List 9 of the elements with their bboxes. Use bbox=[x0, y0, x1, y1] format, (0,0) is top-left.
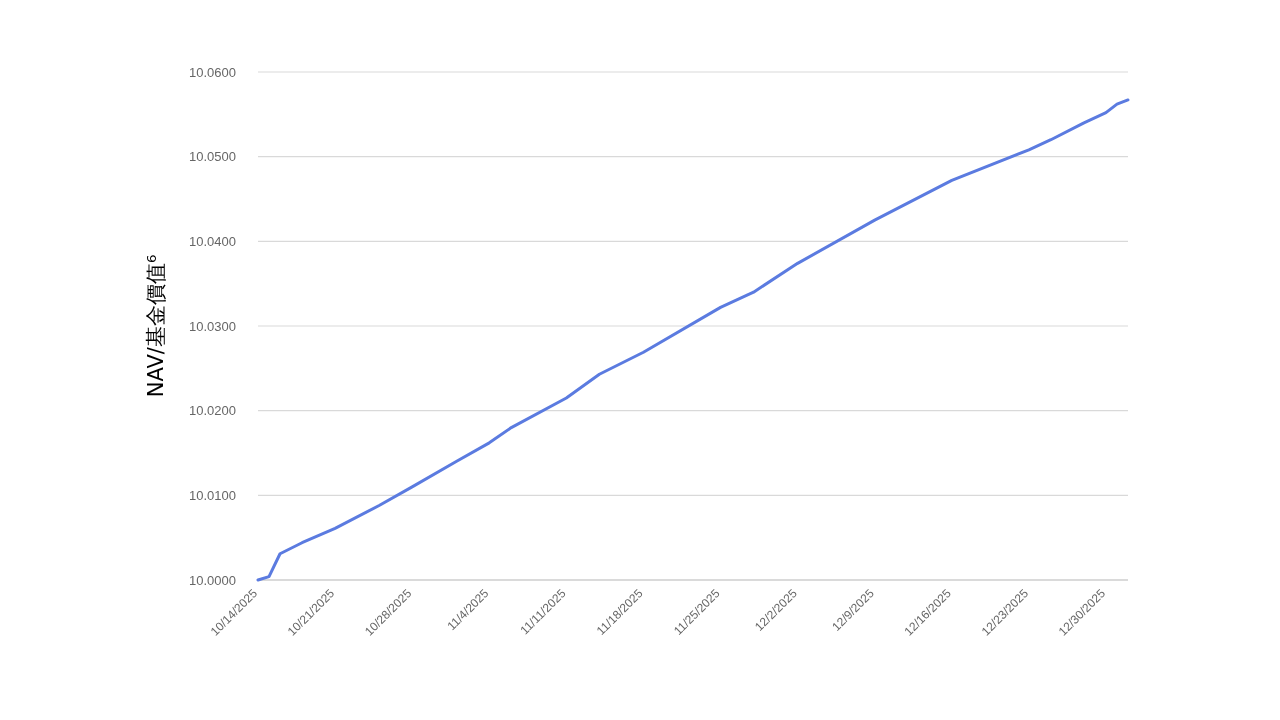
y-tick-label: 10.0500 bbox=[189, 149, 236, 165]
y-tick-label: 10.0400 bbox=[189, 233, 236, 249]
y-axis-title: NAV/基金價值⁶ bbox=[144, 254, 168, 398]
y-tick-label: 10.0200 bbox=[189, 403, 236, 419]
y-tick-label: 10.0600 bbox=[189, 64, 236, 80]
y-tick-label: 10.0000 bbox=[189, 572, 236, 588]
y-tick-label: 10.0100 bbox=[189, 487, 236, 503]
y-tick-label: 10.0300 bbox=[189, 318, 236, 334]
line-series bbox=[256, 98, 1130, 582]
